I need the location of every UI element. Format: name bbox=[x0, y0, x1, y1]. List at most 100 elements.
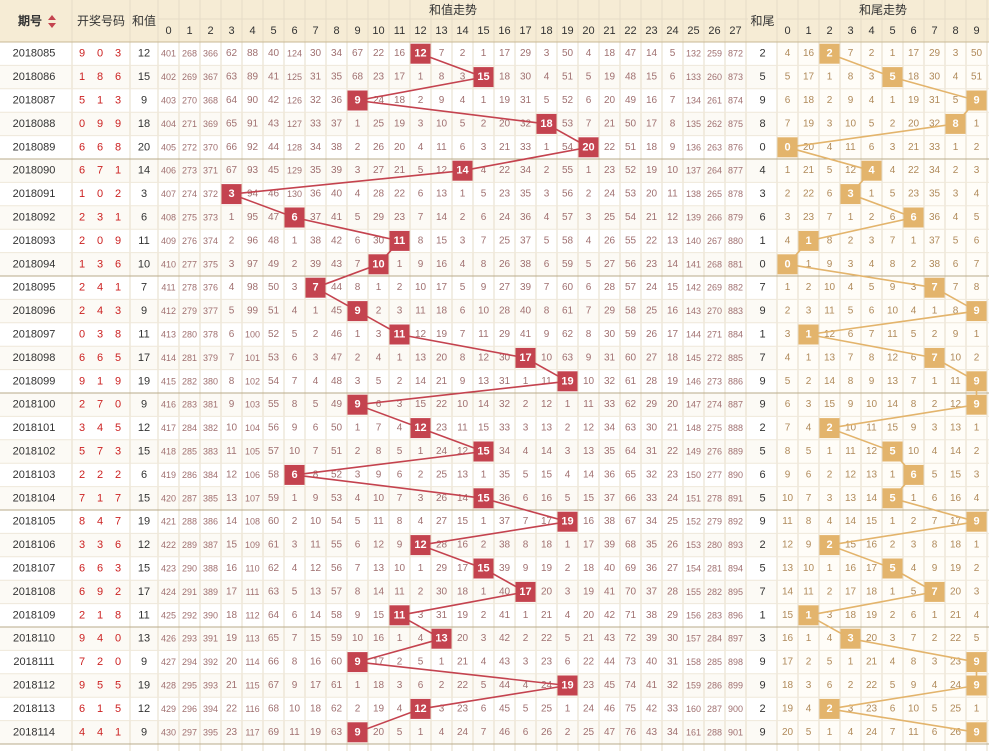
sum-omit-value: 34 bbox=[604, 423, 616, 434]
sum-omit-value: 20 bbox=[226, 657, 238, 668]
tail-omit-value: 2 bbox=[848, 680, 854, 691]
sum-omit-value: 381 bbox=[203, 400, 218, 410]
draw-digit: 7 bbox=[79, 492, 85, 504]
draw-digit: 9 bbox=[97, 118, 103, 130]
sum-omit-value: 8 bbox=[544, 306, 550, 317]
draw-digit: 7 bbox=[97, 165, 103, 177]
sum-omit-value: 6 bbox=[481, 212, 487, 223]
tail-omit-value: 3 bbox=[974, 469, 980, 480]
sum-omit-value: 418 bbox=[161, 447, 176, 457]
sum-omit-value: 154 bbox=[686, 564, 701, 574]
sum-cell: 7 bbox=[141, 282, 147, 294]
sum-column-label: 17 bbox=[519, 25, 531, 37]
sum-omit-value: 894 bbox=[728, 564, 743, 574]
tail-omit-value: 22 bbox=[908, 165, 920, 176]
sum-omit-value: 41 bbox=[331, 212, 343, 223]
sum-omit-value: 273 bbox=[182, 166, 197, 176]
tail-omit-value: 4 bbox=[785, 235, 791, 246]
sum-omit-value: 1 bbox=[565, 540, 571, 551]
tail-omit-value: 4 bbox=[806, 703, 812, 714]
sum-omit-value: 29 bbox=[436, 563, 448, 574]
tail-omit-value: 15 bbox=[866, 516, 878, 527]
sum-omit-value: 8 bbox=[523, 540, 529, 551]
sum-omit-value: 35 bbox=[646, 540, 658, 551]
sum-cell: 17 bbox=[138, 352, 150, 364]
sum-omit-value: 15 bbox=[415, 399, 427, 410]
sum-cell: 6 bbox=[141, 212, 147, 224]
sum-omit-value: 3 bbox=[439, 703, 445, 714]
sum-omit-value: 4 bbox=[544, 72, 550, 83]
sum-omit-value: 47 bbox=[604, 727, 616, 738]
period-cell: 2018105 bbox=[13, 516, 56, 528]
tail-omit-value: 2 bbox=[932, 633, 938, 644]
tail-omit-value: 3 bbox=[785, 329, 791, 340]
sum-omit-value: 41 bbox=[646, 680, 658, 691]
period-cell: 2018103 bbox=[13, 469, 56, 481]
tail-omit-value: 22 bbox=[866, 680, 878, 691]
sum-omit-value: 16 bbox=[226, 563, 238, 574]
sum-omit-value: 67 bbox=[226, 165, 238, 176]
sum-omit-value: 27 bbox=[667, 563, 679, 574]
tail-omit-value: 9 bbox=[806, 540, 812, 551]
sum-omit-value: 152 bbox=[686, 517, 701, 527]
sum-omit-value: 32 bbox=[520, 118, 532, 129]
sum-omit-value: 103 bbox=[245, 400, 260, 410]
period-cell: 2018099 bbox=[13, 375, 56, 387]
tail-omit-value: 1 bbox=[974, 423, 980, 434]
sum-omit-value: 51 bbox=[331, 446, 343, 457]
tail-omit-value: 3 bbox=[953, 48, 959, 59]
sum-omit-value: 50 bbox=[331, 423, 343, 434]
tail-omit-value: 7 bbox=[911, 633, 917, 644]
sum-omit-value: 1 bbox=[418, 446, 424, 457]
sum-omit-value: 19 bbox=[646, 165, 658, 176]
sum-omit-value: 34 bbox=[646, 516, 658, 527]
tail-omit-value: 8 bbox=[911, 657, 917, 668]
sum-omit-value: 284 bbox=[182, 423, 197, 433]
sum-omit-value: 19 bbox=[394, 118, 406, 129]
sum-omit-value: 17 bbox=[667, 329, 679, 340]
sum-omit-value: 66 bbox=[268, 657, 280, 668]
sort-arrows-icon[interactable] bbox=[48, 15, 56, 28]
sum-omit-value: 1 bbox=[355, 680, 361, 691]
sum-omit-value: 22 bbox=[541, 633, 553, 644]
sum-omit-value: 429 bbox=[161, 704, 176, 714]
sum-omit-value: 23 bbox=[541, 657, 553, 668]
draw-digit: 7 bbox=[97, 446, 103, 458]
sum-cell: 11 bbox=[138, 235, 149, 247]
sum-omit-value: 4 bbox=[565, 610, 571, 621]
sum-column-label: 9 bbox=[354, 25, 360, 37]
sum-omit-value: 18 bbox=[604, 48, 616, 59]
sum-omit-value: 40 bbox=[604, 563, 616, 574]
sum-omit-value: 278 bbox=[707, 493, 722, 503]
sum-omit-value: 13 bbox=[541, 423, 553, 434]
sum-omit-value: 1 bbox=[397, 633, 403, 644]
sum-omit-value: 159 bbox=[686, 681, 701, 691]
tail-omit-value: 1 bbox=[911, 493, 917, 504]
sum-omit-value: 4 bbox=[376, 352, 382, 363]
sum-omit-value: 421 bbox=[161, 517, 176, 527]
sum-marker bbox=[473, 441, 494, 462]
draw-digit: 1 bbox=[79, 188, 85, 200]
sum-omit-value: 26 bbox=[541, 727, 553, 738]
sum-omit-value: 45 bbox=[268, 165, 280, 176]
sum-omit-value: 8 bbox=[460, 352, 466, 363]
sum-cell: 9 bbox=[141, 305, 147, 317]
sum-omit-value: 404 bbox=[161, 119, 176, 129]
sum-omit-value: 2 bbox=[355, 703, 361, 714]
sum-omit-value: 98 bbox=[247, 282, 259, 293]
tail-omit-value: 2 bbox=[890, 118, 896, 129]
sum-omit-value: 28 bbox=[646, 376, 658, 387]
sum-omit-value: 9 bbox=[586, 352, 592, 363]
sum-omit-value: 147 bbox=[686, 400, 701, 410]
tail-omit-value: 3 bbox=[890, 142, 896, 153]
sum-cell: 20 bbox=[138, 141, 150, 153]
tail-marker bbox=[882, 488, 903, 509]
sum-omit-value: 62 bbox=[268, 563, 280, 574]
tail-omit-value: 22 bbox=[950, 633, 962, 644]
sum-marker bbox=[305, 277, 326, 298]
sum-omit-value: 71 bbox=[625, 610, 637, 621]
sum-omit-value: 5 bbox=[544, 235, 550, 246]
sum-cell: 12 bbox=[138, 703, 150, 715]
sum-omit-value: 4 bbox=[313, 376, 319, 387]
tail-omit-value: 2 bbox=[974, 446, 980, 457]
